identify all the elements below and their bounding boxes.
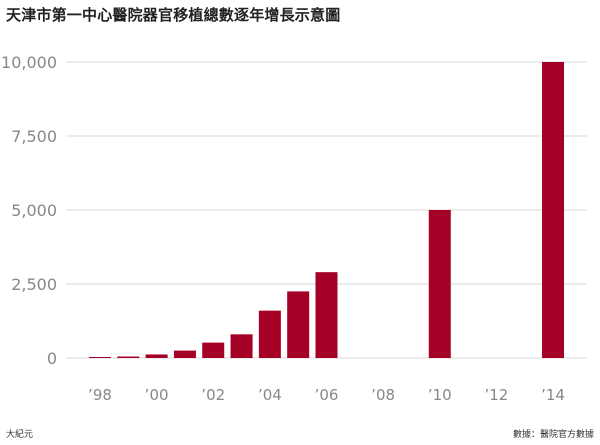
bar-2003	[230, 334, 253, 358]
bars	[88, 62, 565, 358]
bar-2010	[428, 210, 451, 358]
y-tick-label: 5,000	[11, 201, 57, 220]
x-axis-ticks: ’98 ’00 ’02 ’04 ’06 ’08 ’10 ’12 ’14	[88, 386, 565, 404]
x-tick-label: ’02	[201, 386, 225, 404]
bar-2006	[315, 272, 338, 358]
x-tick-label: ’06	[315, 386, 339, 404]
x-tick-label: ’98	[88, 386, 112, 404]
chart-title: 天津市第一中心醫院器官移植總數逐年增長示意圖	[6, 6, 341, 24]
bar-1998	[88, 357, 111, 358]
x-tick-label: ’08	[371, 386, 395, 404]
x-tick-label: ’04	[258, 386, 282, 404]
bar-1999	[117, 356, 140, 358]
bar-2001	[173, 350, 196, 358]
x-tick-label: ’00	[145, 386, 169, 404]
y-tick-label: 2,500	[11, 275, 57, 294]
y-tick-label: 0	[47, 349, 57, 368]
bar-2000	[145, 354, 168, 358]
bar-2005	[287, 291, 310, 358]
bar-2004	[258, 310, 281, 358]
bar-2014	[542, 62, 565, 358]
x-tick-label: ’10	[428, 386, 452, 404]
data-source-note: 數據：醫院官方數據	[512, 430, 594, 440]
y-axis-ticks: 0 2,500 5,000 7,500 10,000	[1, 53, 57, 368]
y-tick-label: 7,500	[11, 127, 57, 146]
x-tick-label: ’14	[541, 386, 565, 404]
bar-2002	[202, 342, 225, 358]
source-logo-text: 大紀元	[6, 430, 34, 440]
y-tick-label: 10,000	[1, 53, 57, 72]
x-tick-label: ’12	[484, 386, 508, 404]
